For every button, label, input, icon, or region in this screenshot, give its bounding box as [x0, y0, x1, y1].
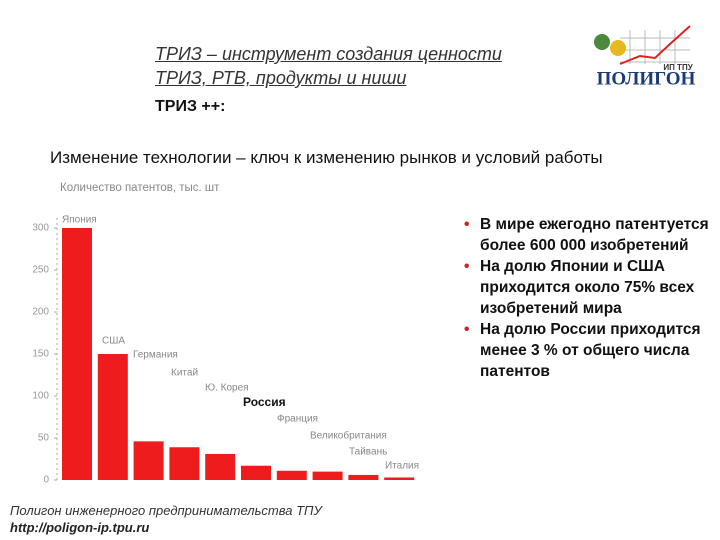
header-line: ТРИЗ – инструмент создания ценности — [155, 44, 502, 64]
y-tick-label: 50 — [38, 433, 50, 444]
bar — [97, 354, 128, 480]
logo-arrow — [619, 25, 691, 65]
logo-grid — [620, 30, 690, 64]
category-label: Ю. Корея — [205, 383, 249, 394]
logo-sub: ИП ТПУ — [663, 63, 693, 72]
y-tick-label: 0 — [43, 475, 49, 486]
category-label: Германия — [133, 350, 178, 361]
category-label: Китай — [171, 368, 198, 379]
y-tick-label: 200 — [32, 307, 49, 318]
footer-url: http://poligon-ip.tpu.ru — [10, 520, 150, 535]
bullet: На долю Японии и США приходится около 75… — [460, 256, 710, 319]
bar — [133, 441, 164, 480]
category-label: США — [102, 336, 125, 347]
header-line: ТРИЗ, РТВ, продукты и ниши — [155, 68, 407, 88]
bar — [241, 465, 271, 480]
category-label: Франция — [277, 414, 318, 425]
bullet-list: В мире ежегодно патентуется более 600 00… — [460, 214, 710, 382]
category-label: Япония — [62, 215, 97, 226]
chart: Количество патентов, тыс. шт 0 50 100 150 20… — [32, 182, 419, 486]
y-tick-label: 100 — [32, 391, 49, 402]
y-tick-label: 150 — [32, 349, 49, 360]
logo-gear — [594, 34, 610, 50]
bar — [384, 477, 415, 480]
category-label: Великобритания — [310, 430, 387, 442]
y-axis-label: Количество патентов, тыс. шт — [60, 182, 220, 194]
category-label: Тайвань — [349, 447, 387, 458]
footer-org: Полигон инженерного предпринимательства … — [10, 503, 322, 518]
category-label: Россия — [243, 395, 286, 409]
bar — [169, 447, 200, 480]
subtitle: Изменение технологии – ключ к изменению … — [50, 148, 603, 167]
category-label: Италия — [385, 461, 419, 472]
logo-name: ПОЛИГОН — [597, 68, 696, 89]
y-tick-label: 250 — [32, 265, 49, 276]
logo: ИП ТПУ ПОЛИГОН — [594, 25, 696, 89]
y-tick-label: 300 — [32, 223, 49, 234]
bar — [312, 471, 343, 480]
bar — [276, 470, 307, 480]
header-tag: ТРИЗ ++: — [155, 98, 226, 115]
bar — [62, 228, 92, 480]
bullet: На долю России приходится менее 3 % от о… — [460, 319, 710, 382]
logo-gear — [610, 40, 626, 56]
bar — [348, 474, 379, 480]
bullet: В мире ежегодно патентуется более 600 00… — [460, 214, 710, 256]
bar — [205, 453, 236, 480]
